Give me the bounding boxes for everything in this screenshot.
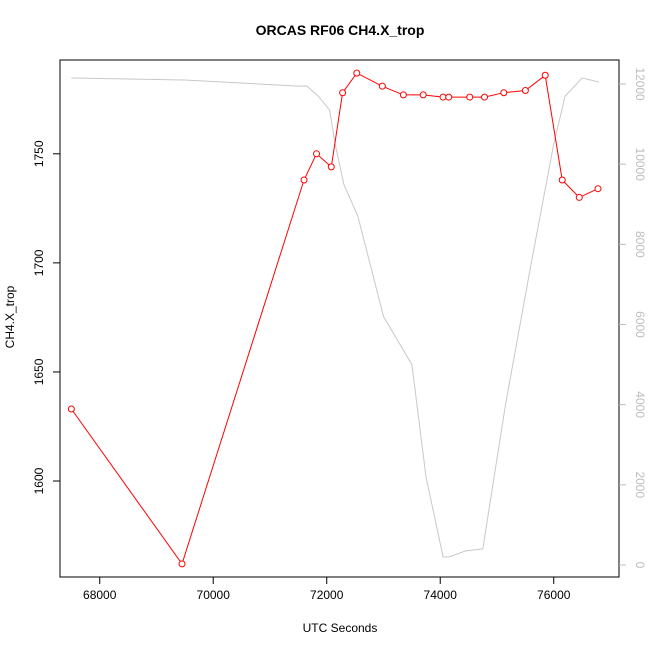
ch4-data-point <box>445 93 453 101</box>
y2-tick-label: 8000 <box>633 231 647 258</box>
series-layer <box>67 69 602 568</box>
ch4-data-point <box>466 93 474 101</box>
x-tick-label: 72000 <box>310 588 344 602</box>
ch4-data-point <box>521 87 529 95</box>
y-tick-label: 1700 <box>32 249 46 276</box>
y2-axis: 0 2000 4000 6000 8000 10000 12000 <box>619 67 647 569</box>
ch4-data-point <box>575 193 583 201</box>
ch4-data-point <box>67 405 75 413</box>
y-tick-label: 1600 <box>32 467 46 494</box>
y2-tick-label: 0 <box>633 562 647 569</box>
x-axis-label: UTC Seconds <box>303 621 378 635</box>
x-tick-label: 74000 <box>424 588 458 602</box>
ch4-data-point <box>399 91 407 99</box>
y-axis-label: CH4.X_trop <box>3 285 17 348</box>
ch4-data-point <box>353 69 361 77</box>
ch4-data-point <box>439 93 447 101</box>
ch4-data-point <box>300 176 308 184</box>
y2-tick-label: 10000 <box>633 148 647 182</box>
y2-tick-label: 6000 <box>633 311 647 338</box>
ch4-data-point <box>594 185 602 193</box>
ch4-data-point <box>378 82 386 90</box>
x-tick-label: 70000 <box>197 588 231 602</box>
x-tick-label: 68000 <box>83 588 117 602</box>
x-axis: 68000 70000 72000 74000 76000 <box>83 577 571 602</box>
y2-tick-label: 2000 <box>633 471 647 498</box>
y-axis: 1600 1650 1700 1750 <box>32 140 60 494</box>
ch4-data-point <box>327 163 335 171</box>
ch4-data-point <box>558 176 566 184</box>
ch4-data-point <box>419 91 427 99</box>
altitude-series-line <box>71 77 600 558</box>
x-tick-label: 76000 <box>537 588 571 602</box>
ch4-data-point <box>339 89 347 97</box>
y-tick-label: 1650 <box>32 358 46 385</box>
chart-title: ORCAS RF06 CH4.X_trop <box>256 22 425 38</box>
plot-frame <box>59 59 620 578</box>
ch4-data-point <box>178 560 186 568</box>
ch4-data-point <box>500 89 508 97</box>
y2-tick-label: 4000 <box>633 391 647 418</box>
y-tick-label: 1750 <box>32 140 46 167</box>
y2-tick-label: 12000 <box>633 67 647 101</box>
ch4-data-point <box>480 93 488 101</box>
ch4-data-point <box>541 71 549 79</box>
ch4-data-point <box>313 150 321 158</box>
